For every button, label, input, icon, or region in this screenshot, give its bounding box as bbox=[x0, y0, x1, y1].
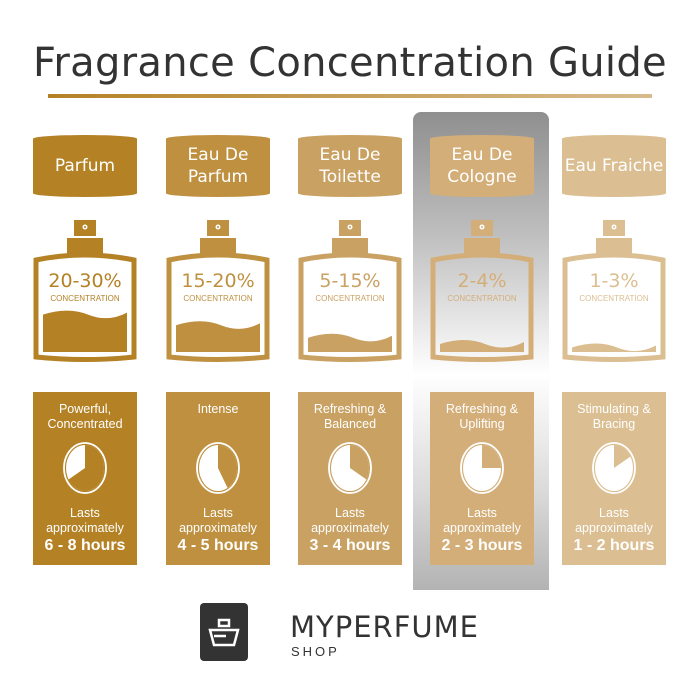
description: Refreshing & Balanced bbox=[313, 402, 387, 431]
duration-pie-icon bbox=[592, 442, 636, 494]
lasts-label: Lasts approximately bbox=[575, 506, 653, 535]
liquid-level bbox=[43, 310, 127, 352]
brand-sub: SHOP bbox=[291, 644, 340, 659]
concentration-label: CONCENTRATION bbox=[183, 294, 253, 303]
type-name: Eau De Cologne bbox=[447, 145, 517, 187]
duration-hours: 1 - 2 hours bbox=[573, 537, 655, 554]
duration-pie-icon bbox=[328, 442, 372, 494]
page-title: Fragrance Concentration Guide bbox=[33, 40, 667, 86]
duration-hours: 4 - 5 hours bbox=[177, 537, 259, 554]
concentration-label: CONCENTRATION bbox=[50, 294, 120, 303]
pie-duration-slice bbox=[614, 445, 631, 468]
lasts-label: Lasts approximately bbox=[311, 506, 389, 535]
pie-duration-slice bbox=[68, 445, 104, 491]
info-panel: Refreshing & Balanced Lasts approximatel… bbox=[298, 392, 402, 565]
info-panel: Stimulating & Bracing Lasts approximatel… bbox=[562, 392, 666, 565]
duration-hours: 3 - 4 hours bbox=[309, 537, 391, 554]
lasts-label: Lasts approximately bbox=[46, 506, 124, 535]
fragrance-column: Eau De Parfum 15-20% CONCENTRATION Inten… bbox=[166, 0, 270, 700]
pie-duration-slice bbox=[218, 445, 237, 488]
concentration-value: 2-4% bbox=[457, 270, 507, 292]
description: Stimulating & Bracing bbox=[577, 402, 651, 431]
bottle-icon bbox=[430, 220, 534, 362]
liquid-level bbox=[176, 321, 260, 352]
type-name: Parfum bbox=[54, 156, 116, 176]
duration-pie-icon bbox=[196, 442, 240, 494]
type-header: Eau De Toilette bbox=[298, 135, 402, 197]
logo-icon bbox=[200, 603, 248, 661]
info-panel: Refreshing & Uplifting Lasts approximate… bbox=[430, 392, 534, 565]
bottle-icon bbox=[298, 220, 402, 362]
pie-duration-slice bbox=[482, 445, 501, 468]
bottle-icon bbox=[166, 220, 270, 362]
pie-duration-slice bbox=[350, 445, 369, 480]
type-header: Parfum bbox=[33, 135, 137, 197]
duration-pie-icon bbox=[460, 442, 504, 494]
type-name: Eau Fraiche bbox=[564, 156, 664, 176]
fragrance-column: Parfum 20-30% CONCENTRATION Powerful, Co… bbox=[33, 0, 137, 700]
concentration-label: CONCENTRATION bbox=[579, 294, 649, 303]
type-name: Eau De Toilette bbox=[319, 145, 381, 187]
description: Powerful, Concentrated bbox=[47, 402, 123, 431]
type-header: Eau De Cologne bbox=[430, 135, 534, 197]
lasts-label: Lasts approximately bbox=[443, 506, 521, 535]
liquid-level bbox=[308, 333, 392, 352]
fragrance-column: Eau Fraiche 1-3% CONCENTRATION Stimulati… bbox=[562, 0, 666, 700]
info-panel: Powerful, Concentrated Lasts approximate… bbox=[33, 392, 137, 565]
lasts-label: Lasts approximately bbox=[179, 506, 257, 535]
concentration-value: 20-30% bbox=[48, 270, 122, 292]
liquid-level bbox=[440, 339, 524, 352]
title-underline bbox=[48, 94, 652, 98]
type-header: Eau De Parfum bbox=[166, 135, 270, 197]
fragrance-column: Eau De Cologne 2-4% CONCENTRATION Refres… bbox=[430, 0, 534, 700]
concentration-value: 5-15% bbox=[319, 270, 381, 292]
fragrance-column: Eau De Toilette 5-15% CONCENTRATION Refr… bbox=[298, 0, 402, 700]
duration-hours: 2 - 3 hours bbox=[441, 537, 523, 554]
brand-name: MYPERFUME bbox=[290, 610, 479, 644]
concentration-value: 1-3% bbox=[589, 270, 639, 292]
description: Refreshing & Uplifting bbox=[445, 402, 519, 431]
duration-hours: 6 - 8 hours bbox=[44, 537, 126, 554]
bottle-icon bbox=[33, 220, 137, 362]
liquid-level bbox=[572, 343, 656, 352]
concentration-value: 15-20% bbox=[181, 270, 255, 292]
info-panel: Intense Lasts approximately 4 - 5 hours bbox=[166, 392, 270, 565]
description: Intense bbox=[197, 402, 239, 416]
duration-pie-icon bbox=[63, 442, 107, 494]
type-header: Eau Fraiche bbox=[562, 135, 666, 197]
concentration-label: CONCENTRATION bbox=[315, 294, 385, 303]
concentration-label: CONCENTRATION bbox=[447, 294, 517, 303]
type-name: Eau De Parfum bbox=[187, 145, 249, 187]
bottle-icon bbox=[562, 220, 666, 362]
